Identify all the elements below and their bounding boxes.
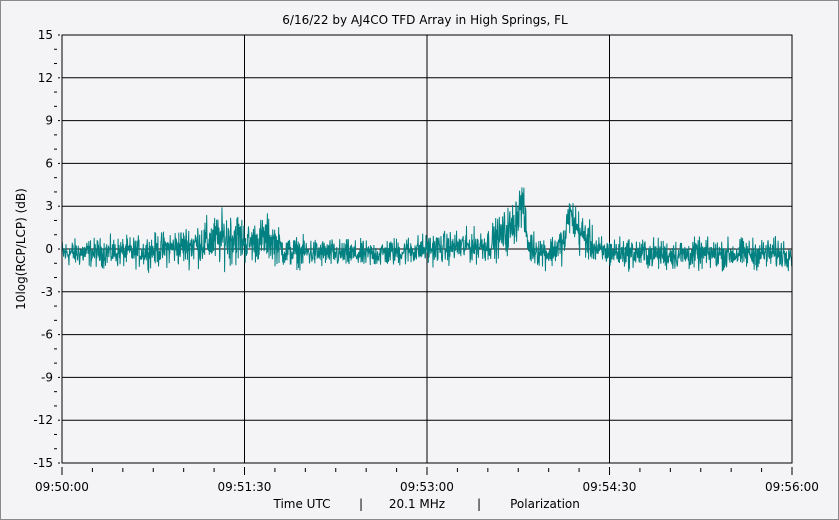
plot-border [61, 34, 793, 464]
x-label-sep2: | [477, 497, 481, 511]
x-tick-label: 09:54:30 [583, 480, 637, 494]
y-tick-label: 3 [45, 199, 53, 213]
x-axis-label: Time UTC | 20.1 MHz | Polarization [273, 497, 580, 511]
x-tick-label: 09:50:00 [35, 480, 89, 494]
y-tick-label: 12 [38, 71, 53, 85]
x-tick-label: 09:56:00 [765, 480, 819, 494]
x-label-type: Polarization [510, 497, 580, 511]
y-tick-label: -15 [33, 456, 53, 470]
y-axis-ticks: 15 12 9 6 3 0 -3 -6 -9 -12 -15 [33, 28, 60, 470]
x-label-time: Time UTC [273, 497, 331, 511]
y-tick-label: -12 [33, 413, 53, 427]
x-tick-label: 09:51:30 [218, 480, 272, 494]
series-line [61, 187, 793, 273]
y-tick-label: 6 [45, 156, 53, 170]
x-axis-ticks: 09:50:00 09:51:30 09:53:00 09:54:30 09:56:00 [35, 467, 819, 494]
x-label-sep1: | [359, 497, 363, 511]
y-tick-label: 9 [45, 114, 53, 128]
y-tick-label: 15 [38, 28, 53, 42]
y-tick-label: -9 [41, 370, 53, 384]
x-label-freq: 20.1 MHz [389, 497, 445, 511]
y-axis-label: 10log(RCP/LCP) (dB) [14, 188, 28, 310]
y-tick-label: -3 [41, 285, 53, 299]
y-tick-label: -6 [41, 328, 53, 342]
x-tick-label: 09:53:00 [400, 480, 454, 494]
y-tick-label: 0 [45, 242, 53, 256]
chart-title: 6/16/22 by AJ4CO TFD Array in High Sprin… [282, 13, 568, 27]
